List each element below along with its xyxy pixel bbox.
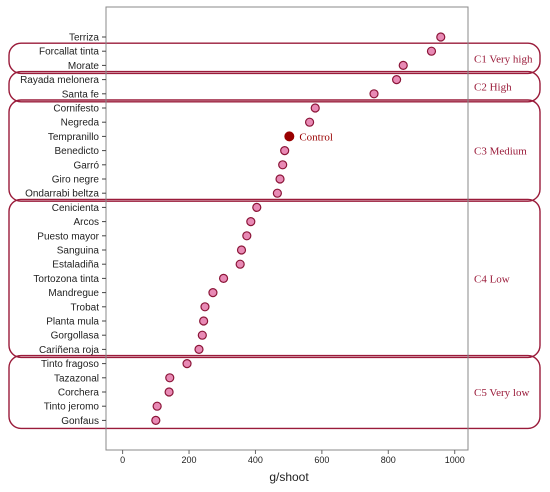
x-tick-label: 400 [248,455,263,465]
data-point [275,174,285,184]
data-point [151,415,161,425]
data-point [272,188,282,198]
x-axis: 0 200 400 600 800 1000 [120,450,465,465]
data-point [182,359,192,369]
control-label: Control [299,131,333,143]
x-tick-label: 600 [314,455,329,465]
group-boxes: C1 Very high C2 High C3 Medium C4 Low C5 Ver… [8,42,541,430]
data-point [199,316,209,326]
data-point [426,46,437,56]
category-label: Corchera [58,388,100,399]
data-point [200,302,210,312]
group-label: C5 Very low [474,387,529,399]
data-point [391,74,402,85]
category-label: Gonfaus [61,416,99,427]
category-axis: Terriza Forcallat tinta Morate Rayada melon… [20,33,106,427]
data-point [398,60,408,71]
category-label: Tinto jeromo [44,402,100,413]
category-label: Ondarrabi beltza [25,189,99,200]
data-point [278,160,288,170]
category-label: Rayada melonera [20,75,99,86]
group-box [8,354,541,430]
data-point [218,273,229,283]
category-label: Garró [73,160,99,171]
category-label: Terriza [69,33,99,44]
data-point [165,373,175,383]
data-point [197,330,207,340]
category-label: Sanguina [57,246,100,257]
category-label: Morate [68,61,100,72]
control-point [284,131,295,142]
group-label: C3 Medium [474,146,527,158]
category-label: Cenicienta [52,203,100,214]
category-label: Cornifesto [53,104,99,115]
category-label: Forcallat tinta [39,47,99,58]
group-label: C4 Low [474,273,510,285]
category-label: Arcos [73,217,99,228]
category-label: Gorgollasa [51,331,100,342]
data-point [236,245,247,255]
x-axis-title: g/shoot [269,470,309,484]
data-point [252,202,262,212]
category-label: Mandregue [48,288,99,299]
group-box [8,99,541,202]
x-tick-label: 0 [120,455,125,465]
data-points: Control [151,32,446,425]
category-label: Tempranillo [48,132,100,143]
category-label: Estaladiña [52,260,99,271]
data-point [369,89,379,99]
category-label: Puesto mayor [37,231,99,242]
plot-frame [105,6,469,451]
category-label: Giro negre [52,175,100,186]
x-tick-label: 1000 [445,455,465,465]
data-point [152,401,162,411]
category-label: Santa fe [62,89,100,100]
data-point [280,146,290,156]
category-label: Trobat [70,302,99,313]
data-point [208,288,218,298]
data-point [235,259,245,269]
group-label: C1 Very high [474,53,533,65]
category-label: Planta mula [46,317,99,328]
category-label: Cariñena roja [39,345,99,356]
category-label: Benedicto [55,146,100,157]
data-point [194,344,204,354]
data-point [436,32,446,42]
data-point [164,387,174,397]
group-label: C2 High [474,82,512,94]
group-box [8,198,541,359]
group-box [8,70,541,103]
category-label: Tortozona tinta [33,274,99,285]
category-label: Negreda [61,118,100,129]
x-tick-label: 800 [381,455,396,465]
data-point [246,217,256,227]
category-label: Tinto fragoso [41,359,99,370]
category-label: Tazazonal [54,373,99,384]
data-point [242,231,252,241]
data-point [304,117,315,127]
group-box [8,42,541,75]
data-point [310,103,320,113]
x-tick-label: 200 [182,455,197,465]
